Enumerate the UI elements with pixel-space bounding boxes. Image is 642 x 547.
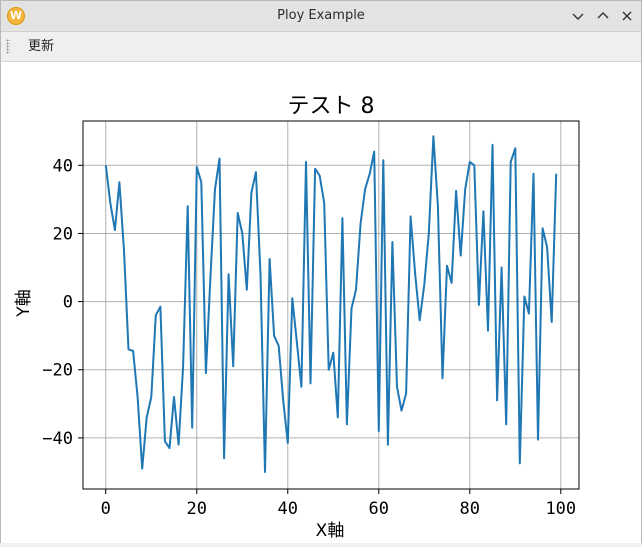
y-tick-label: −20 (42, 361, 73, 381)
toolbar: 更新 (1, 32, 641, 62)
grid-lines (83, 121, 579, 489)
y-tick-label: 40 (53, 156, 73, 176)
line-chart: 0 20 40 60 80 100 −40 −20 0 20 40 テスト 8 X軸 Y軸 (14, 94, 580, 541)
close-icon (622, 11, 632, 21)
series-line (104, 135, 558, 473)
refresh-button[interactable]: 更新 (28, 39, 55, 54)
minimize-button[interactable] (568, 6, 588, 26)
app-w-icon: W (7, 7, 25, 25)
toolbar-grip-icon[interactable] (6, 39, 10, 54)
chevron-down-icon (572, 13, 584, 20)
maximize-button[interactable] (593, 6, 613, 26)
y-tick-label: 20 (53, 224, 73, 244)
title-bar[interactable]: W Ploy Example (1, 1, 641, 32)
series-group (104, 135, 558, 473)
window-title: Ploy Example (277, 8, 365, 23)
y-tick-label: −40 (42, 429, 73, 449)
x-tick-label: 0 (101, 499, 111, 519)
x-tick-label: 60 (369, 499, 389, 519)
x-tick-label: 20 (187, 499, 207, 519)
y-axis-label: Y軸 (14, 289, 34, 317)
x-axis-label: X軸 (316, 521, 345, 541)
axis-ticks: 0 20 40 60 80 100 −40 −20 0 20 40 (42, 156, 576, 519)
x-tick-label: 40 (278, 499, 298, 519)
chart-title: テスト 8 (288, 94, 375, 119)
y-tick-label: 0 (63, 293, 73, 313)
axes-frame (82, 120, 580, 490)
x-tick-label: 80 (460, 499, 480, 519)
close-button[interactable] (617, 6, 637, 26)
plot-canvas: 0 20 40 60 80 100 −40 −20 0 20 40 テスト 8 X軸 Y軸 (1, 62, 641, 543)
chevron-up-icon (597, 12, 609, 19)
x-tick-label: 100 (545, 499, 576, 519)
